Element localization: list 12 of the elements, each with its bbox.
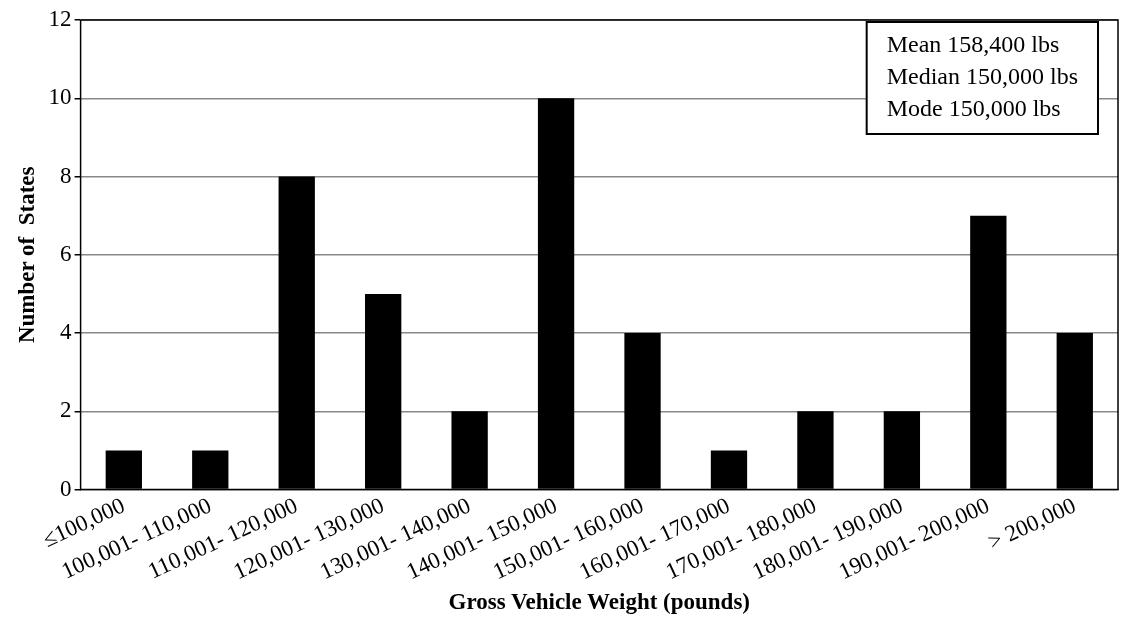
annotation: Mean 158,400 lbs: [886, 31, 1060, 58]
annotation: Mode 150,000 lbs: [886, 95, 1061, 122]
x-axis-title: Gross Vehicle Weight (pounds): [448, 589, 751, 615]
y-tick-label: 0: [60, 475, 72, 501]
y-tick-label: 6: [60, 240, 72, 266]
y-tick-label: 10: [48, 84, 72, 110]
y-tick-label: 8: [60, 162, 72, 188]
y-tick-label: 2: [60, 397, 72, 423]
y-tick-label: 12: [48, 6, 72, 32]
y-axis-title: Number of States: [13, 166, 39, 344]
annotation: Median 150,000 lbs: [886, 63, 1079, 90]
y-tick-label: 4: [60, 319, 73, 345]
